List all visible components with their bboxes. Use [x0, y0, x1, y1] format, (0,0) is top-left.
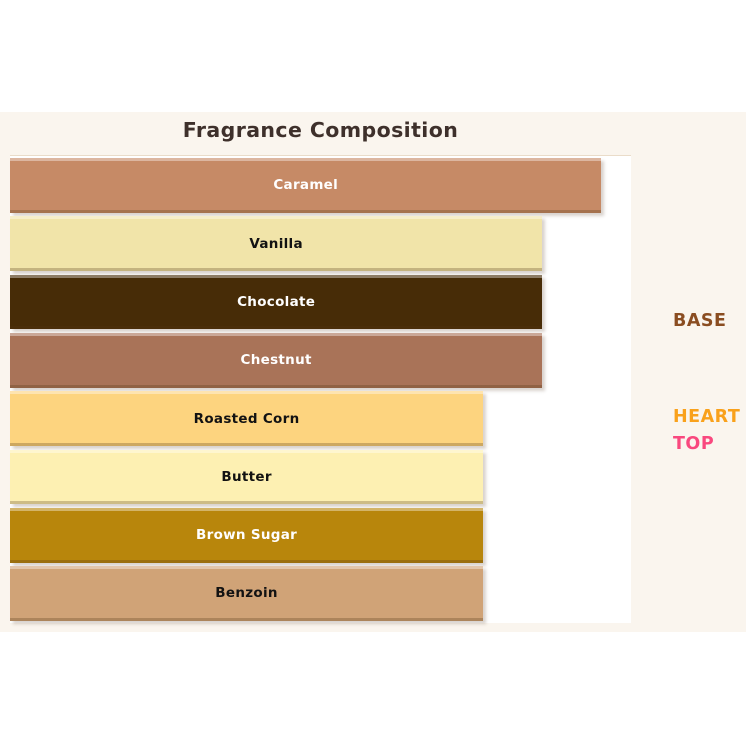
bar-label: Chocolate [237, 293, 316, 310]
chart-title: Fragrance Composition [182, 118, 459, 142]
group-label-top: TOP [673, 434, 715, 454]
bar-label: Brown Sugar [196, 527, 298, 544]
bar-butter: Butter [10, 449, 484, 505]
bar-vanilla: Vanilla [10, 216, 543, 272]
bar-caramel: Caramel [10, 158, 602, 213]
bar-label: Vanilla [249, 235, 303, 252]
bar-chestnut: Chestnut [10, 332, 543, 388]
bar-label: Caramel [273, 177, 339, 194]
group-label-heart: HEART [673, 407, 741, 427]
bar-benzoin: Benzoin [10, 566, 484, 621]
bar-roasted-corn: Roasted Corn [10, 391, 484, 446]
bar-label: Chestnut [240, 352, 312, 369]
bar-label: Butter [221, 468, 272, 485]
bar-brown-sugar: Brown Sugar [10, 507, 484, 563]
group-label-base: BASE [673, 311, 727, 331]
bar-label: Roasted Corn [193, 410, 300, 427]
bar-chocolate: Chocolate [10, 274, 543, 330]
bar-label: Benzoin [215, 585, 278, 602]
plot-area: Caramel Vanilla Chocolate Chestnut Roasted C… [10, 155, 631, 623]
